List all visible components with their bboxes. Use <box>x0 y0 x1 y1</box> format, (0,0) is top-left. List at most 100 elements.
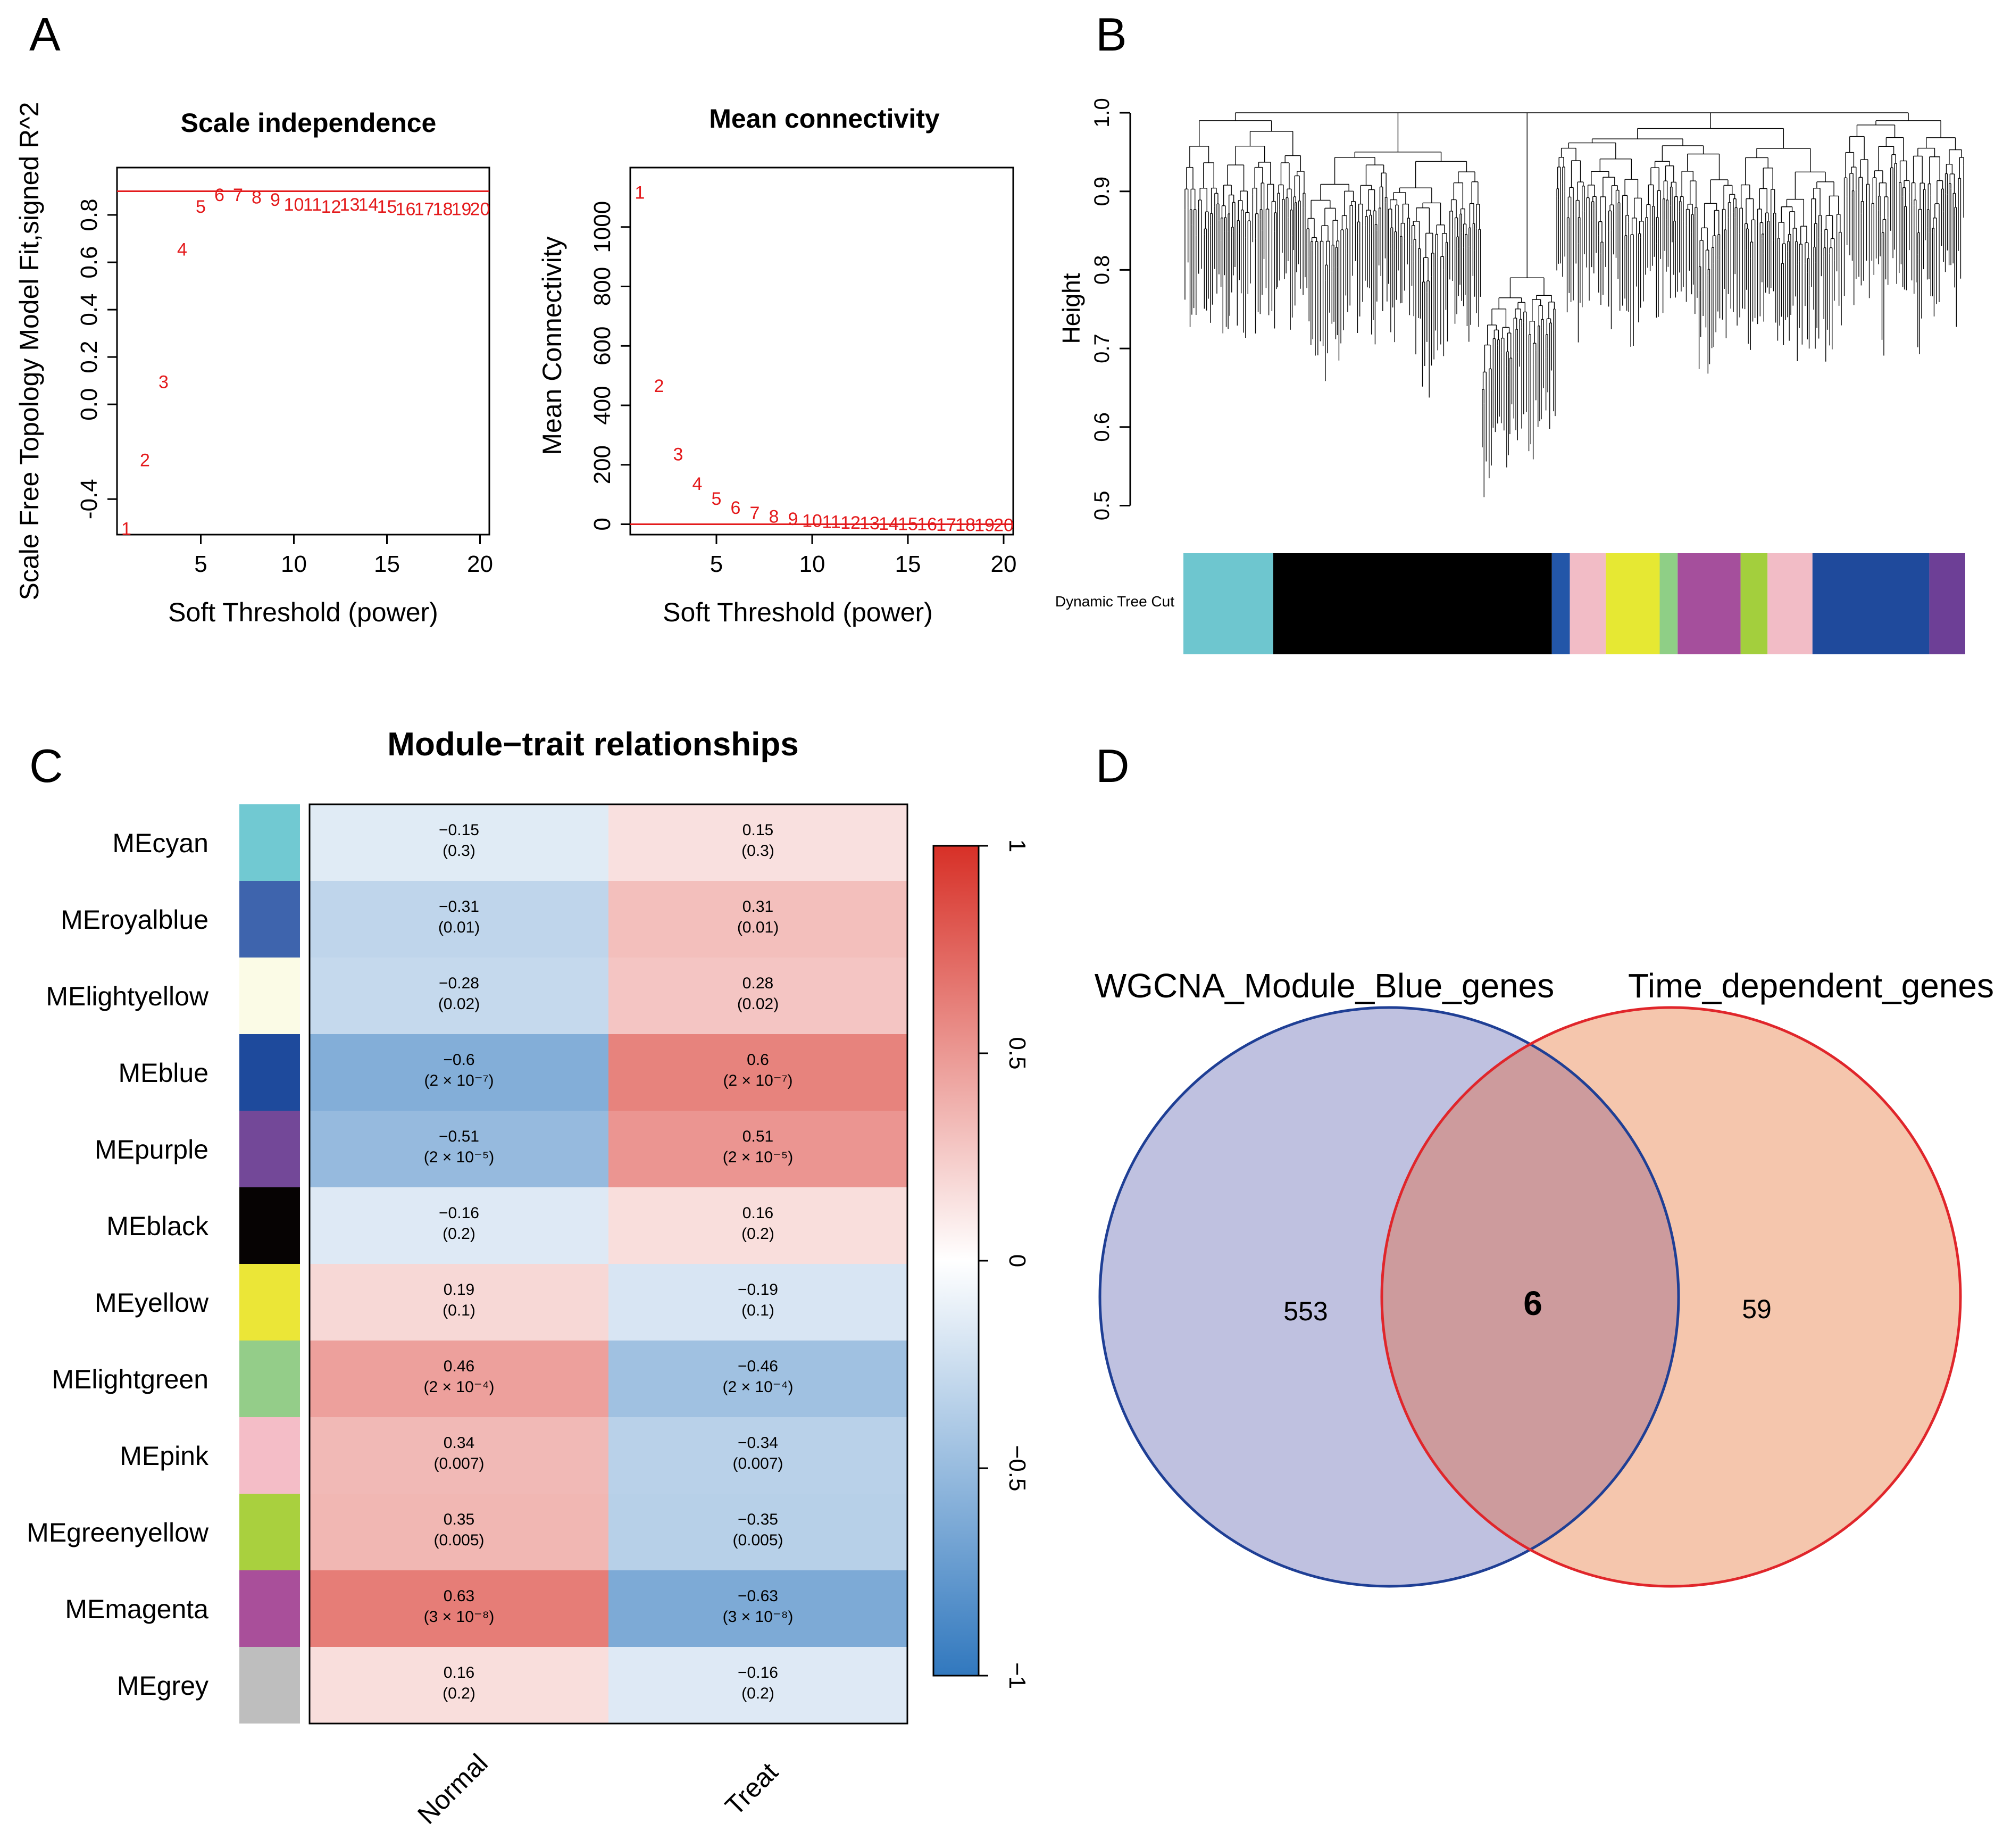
cell-pvalue: (0.005) <box>732 1531 783 1549</box>
heatmap-cell <box>310 804 608 881</box>
point-label: 5 <box>712 489 722 509</box>
module-label: MEgreenyellow <box>27 1518 209 1547</box>
point-label: 20 <box>470 199 490 220</box>
point-label: 14 <box>358 195 379 215</box>
y-tick-label: 0.6 <box>76 246 102 278</box>
venn-diagram: WGCNA_Module_Blue_genes Time_dependent_ge… <box>1095 967 1994 1588</box>
cell-pvalue: (0.3) <box>741 842 774 860</box>
cell-pvalue: (0.1) <box>443 1302 475 1319</box>
cell-pvalue: (2 × 10⁻⁷) <box>424 1072 494 1089</box>
point-label: 18 <box>955 515 975 535</box>
module-color-cyan <box>1183 553 1273 654</box>
cell-correlation: −0.16 <box>439 1204 479 1222</box>
module-label: MEmagenta <box>65 1594 208 1624</box>
colorbar-tick-label: 0 <box>1004 1254 1030 1267</box>
cell-correlation: 0.63 <box>444 1587 474 1605</box>
colorbar-tick-label: −0.5 <box>1004 1445 1030 1492</box>
cell-pvalue: (0.005) <box>433 1531 484 1549</box>
point-label: 16 <box>917 514 937 535</box>
mean-connectivity-ylabel: Mean Connectivity <box>537 236 567 455</box>
scale-independence-plot: Scale independence Soft Threshold (power… <box>14 102 493 627</box>
point-label: 1 <box>635 183 645 203</box>
cell-correlation: −0.46 <box>738 1358 778 1375</box>
heatmap-cell <box>608 1341 907 1417</box>
heatmap-cell <box>608 1034 907 1111</box>
module-swatch-MElightgreen <box>239 1341 300 1417</box>
point-label: 2 <box>140 451 150 471</box>
dynamic-tree-cut-label: Dynamic Tree Cut <box>1055 593 1174 610</box>
colorbar-tick-label: −1 <box>1004 1662 1030 1689</box>
module-label: MElightgreen <box>52 1364 208 1394</box>
module-label: MEpink <box>120 1441 209 1471</box>
heatmap-cell <box>310 1187 608 1264</box>
cell-correlation: 0.46 <box>444 1358 474 1375</box>
module-swatch-MEblue <box>239 1034 300 1111</box>
dendrogram-y-tick-label: 0.8 <box>1090 255 1114 285</box>
venn-set-a-outline <box>1098 1006 1680 1588</box>
cell-pvalue: (0.3) <box>443 842 475 860</box>
point-label: 6 <box>214 185 224 205</box>
dendrogram-y-tick-label: 0.7 <box>1090 334 1114 363</box>
point-label: 13 <box>340 195 360 215</box>
heatmap-cell <box>310 1417 608 1494</box>
cell-correlation: −0.34 <box>738 1434 778 1452</box>
module-swatch-MEpink <box>239 1417 300 1494</box>
module-swatch-MEmagenta <box>239 1570 300 1647</box>
module-trait-title: Module−trait relationships <box>387 726 798 763</box>
x-tick-label: 5 <box>710 551 723 577</box>
cell-pvalue: (0.01) <box>737 919 779 936</box>
cell-pvalue: (3 × 10⁻⁸) <box>424 1608 495 1626</box>
point-label: 18 <box>433 199 453 220</box>
module-swatch-MEgreenyellow <box>239 1494 300 1570</box>
module-label: MEyellow <box>95 1288 209 1318</box>
module-color-purple <box>1929 553 1965 654</box>
x-tick-label: 10 <box>799 551 825 577</box>
x-tick-label: 20 <box>467 551 493 577</box>
point-label: 17 <box>414 199 435 220</box>
cell-correlation: −0.16 <box>738 1664 778 1681</box>
scale-independence-ylabel: Scale Free Topology Model Fit,signed R^2 <box>14 102 44 601</box>
module-color-yellow <box>1606 553 1660 654</box>
colorbar-tick-label: 0.5 <box>1004 1037 1030 1069</box>
y-tick-label: -0.4 <box>76 479 102 519</box>
panel-label-a: A <box>29 8 61 61</box>
cell-pvalue: (0.2) <box>741 1685 774 1702</box>
heatmap-cell <box>310 1034 608 1111</box>
cell-pvalue: (0.007) <box>433 1455 484 1472</box>
heatmap-cell <box>608 804 907 881</box>
venn-intersection-count: 6 <box>1523 1284 1542 1322</box>
cell-correlation: −0.63 <box>738 1587 778 1605</box>
point-label: 4 <box>177 239 187 260</box>
module-label: MEpurple <box>95 1135 208 1164</box>
point-label: 5 <box>196 197 206 217</box>
venn-set-b-name: Time_dependent_genes <box>1628 967 1994 1005</box>
heatmap-cell <box>608 1647 907 1724</box>
heatmap-cell <box>608 1417 907 1494</box>
point-label: 11 <box>822 512 840 532</box>
point-label: 6 <box>731 498 741 518</box>
cell-correlation: 0.35 <box>444 1511 474 1528</box>
point-label: 9 <box>270 190 280 210</box>
cell-correlation: 0.16 <box>742 1204 773 1222</box>
y-tick-label: 1000 <box>589 201 615 253</box>
mean-connectivity-plot: Mean connectivity Soft Threshold (power)… <box>537 104 1016 627</box>
cell-pvalue: (3 × 10⁻⁸) <box>723 1608 794 1626</box>
module-color-magenta <box>1677 553 1741 654</box>
cell-correlation: −0.19 <box>738 1281 778 1298</box>
cell-correlation: −0.6 <box>443 1051 474 1069</box>
point-label: 12 <box>840 513 861 533</box>
cell-correlation: 0.19 <box>444 1281 474 1298</box>
colorbar <box>932 845 980 1677</box>
venn-set-a-count: 553 <box>1283 1296 1328 1326</box>
venn-set-b-count: 59 <box>1742 1294 1772 1324</box>
module-swatch-MEcyan <box>239 804 300 881</box>
point-label: 20 <box>994 515 1014 535</box>
heatmap-cell <box>608 1187 907 1264</box>
cell-correlation: 0.28 <box>742 975 773 992</box>
panel-label-c: C <box>29 739 63 792</box>
cell-pvalue: (0.007) <box>732 1455 783 1472</box>
y-tick-label: 800 <box>589 267 615 306</box>
y-tick-label: 0.2 <box>76 341 102 373</box>
cell-pvalue: (0.01) <box>438 919 480 936</box>
